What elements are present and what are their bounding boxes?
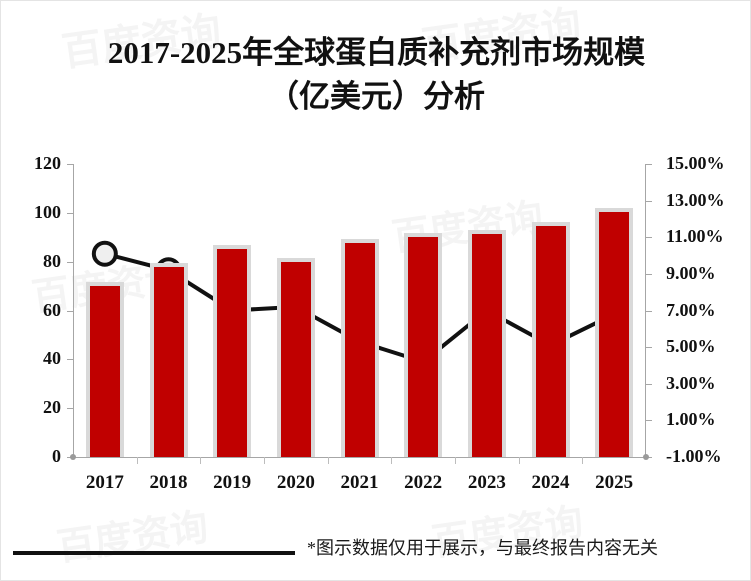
- bar[interactable]: [153, 266, 184, 457]
- right-axis-tick: [646, 310, 652, 312]
- left-axis-tick-label: 60: [43, 299, 61, 320]
- bottom-axis-line: [73, 457, 646, 458]
- left-axis-tick: [67, 408, 73, 410]
- right-axis-tick-label: 11.00%: [666, 226, 724, 247]
- right-axis-tick-label: 7.00%: [666, 299, 716, 320]
- bar[interactable]: [217, 249, 248, 457]
- left-axis-tick-label: 80: [43, 250, 61, 271]
- x-axis-tick-label: 2023: [467, 472, 506, 493]
- x-axis-tick: [391, 457, 393, 464]
- right-axis-tick-label: 9.00%: [666, 262, 716, 283]
- bar[interactable]: [471, 233, 502, 457]
- right-axis-tick: [646, 237, 652, 239]
- right-axis-tick-label: 13.00%: [666, 189, 725, 210]
- left-axis-tick-label: 0: [52, 446, 61, 466]
- chart-title-line-2: （亿美元）分析: [268, 79, 485, 114]
- left-axis-origin-dot: [70, 454, 76, 460]
- bar[interactable]: [408, 237, 439, 457]
- left-axis-tick: [67, 212, 73, 214]
- left-axis-tick: [67, 359, 73, 361]
- bar[interactable]: [599, 211, 630, 457]
- bar[interactable]: [535, 226, 566, 457]
- bar[interactable]: [280, 261, 311, 457]
- left-axis-line: [73, 164, 74, 458]
- right-axis-tick-label: 5.00%: [666, 336, 716, 357]
- right-axis-tick-label: 15.00%: [666, 153, 725, 173]
- x-axis-tick: [200, 457, 202, 464]
- left-axis-tick-label: 40: [43, 348, 61, 369]
- right-axis-tick: [646, 200, 652, 202]
- left-axis-tick-label: 20: [43, 397, 61, 418]
- left-axis-tick: [67, 261, 73, 263]
- left-axis-tick: [67, 164, 73, 165]
- right-axis-tick: [646, 347, 652, 349]
- right-axis-tick-label: 1.00%: [666, 409, 716, 430]
- watermark: 百度资询: [54, 506, 211, 570]
- right-axis-origin-dot: [643, 454, 649, 460]
- right-axis-line: [645, 164, 646, 458]
- x-axis-tick-label: 2025: [595, 472, 634, 493]
- bar[interactable]: [89, 286, 120, 457]
- x-axis-tick-label: 2018: [149, 472, 188, 493]
- left-axis-tick-label: 100: [34, 201, 61, 222]
- chart-title: 2017-2025年全球蛋白质补充剂市场规模 （亿美元）分析: [1, 31, 751, 119]
- right-axis-tick-label: -1.00%: [666, 446, 722, 466]
- x-axis-tick-label: 2020: [276, 472, 315, 493]
- right-axis-tick: [646, 273, 652, 275]
- x-axis-tick-label: 2021: [340, 472, 379, 493]
- x-axis-tick: [455, 457, 456, 464]
- right-axis-tick: [646, 383, 652, 385]
- chart-title-line-1: 2017-2025年全球蛋白质补充剂市场规模: [107, 35, 646, 70]
- left-axis-tick-label: 120: [34, 153, 61, 173]
- x-axis-tick: [264, 457, 265, 464]
- bar[interactable]: [344, 243, 375, 457]
- plot-area: 0 20 40 60 80 100 120 -1.00% 1.00% 3.00% 5.00% 7.00…: [34, 153, 725, 493]
- right-axis-tick: [646, 420, 652, 422]
- x-axis-tick: [136, 457, 138, 464]
- x-axis-tick-label: 2024: [531, 472, 570, 493]
- x-axis-tick-label: 2019: [213, 472, 252, 493]
- right-axis-tick: [646, 164, 652, 165]
- x-axis-tick-label: 2022: [404, 472, 443, 493]
- x-axis-tick: [518, 457, 520, 464]
- x-axis-tick: [327, 457, 329, 464]
- footnote-text: *图示数据仅用于展示，与最终报告内容无关: [307, 538, 658, 558]
- left-axis-tick: [67, 310, 73, 312]
- right-axis-tick: [646, 457, 652, 458]
- x-axis-tick: [582, 457, 584, 464]
- x-axis-tick-label: 2017: [85, 472, 124, 493]
- right-axis-tick-label: 3.00%: [666, 372, 716, 393]
- footer-rule: [13, 551, 295, 555]
- growth-rate-marker[interactable]: 2017: 10.1%: [91, 240, 118, 267]
